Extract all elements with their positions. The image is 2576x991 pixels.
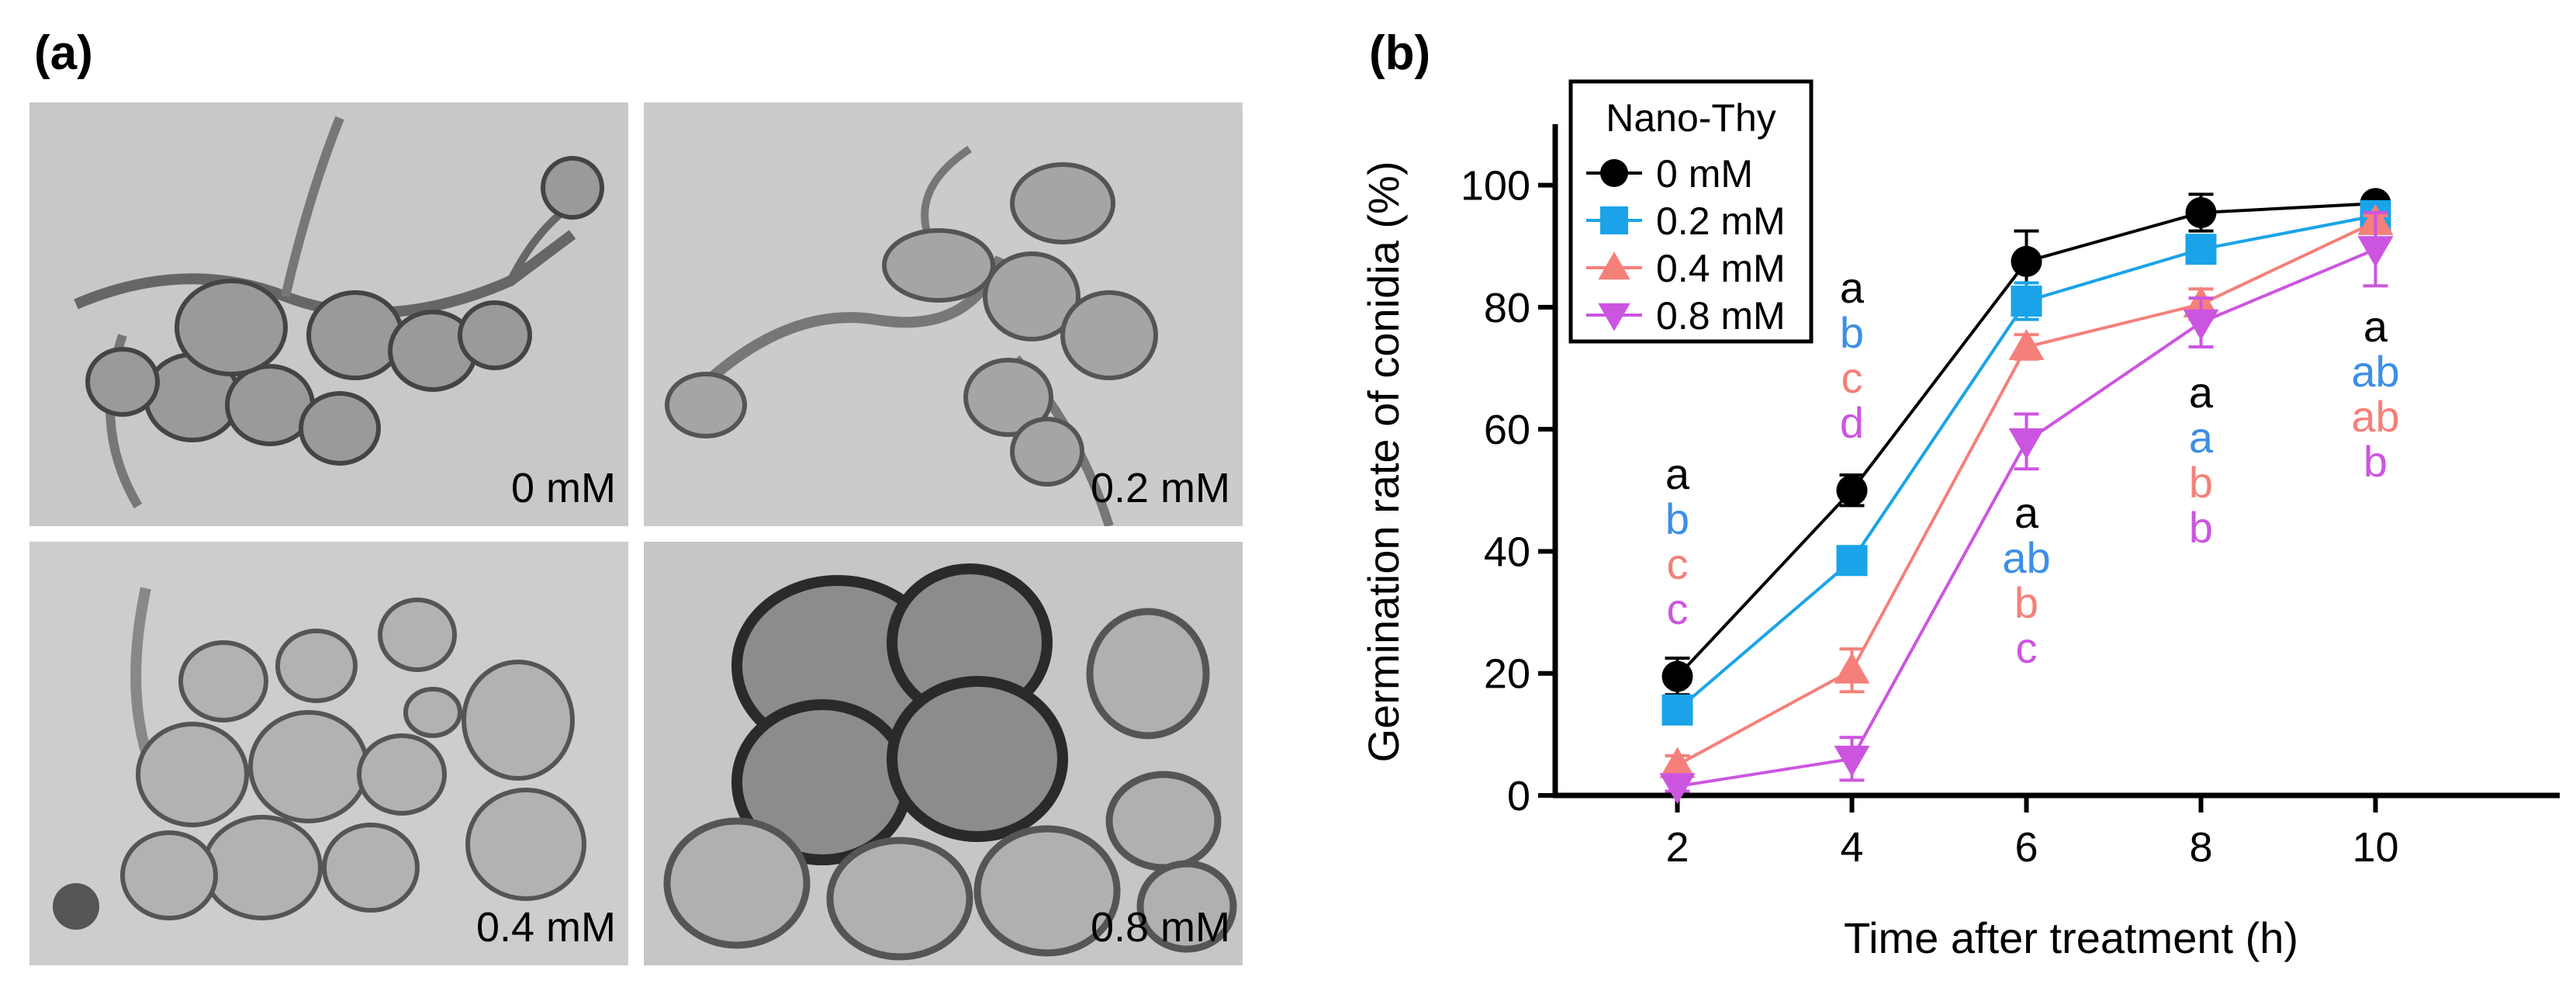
data-point: [1836, 474, 1868, 506]
micrograph-0mm-label: 0 mM: [511, 465, 616, 511]
x-tick-label: 2: [1665, 824, 1689, 871]
micrograph-08mm-art: [644, 542, 1243, 965]
significance-letter: a: [2363, 302, 2388, 351]
data-point: [1661, 694, 1693, 726]
micrograph-0mm: 0 mM: [29, 102, 628, 526]
micrograph-04mm-label: 0.4 mM: [475, 904, 616, 951]
significance-letter: ab: [2351, 347, 2399, 396]
series-08mm: [1659, 211, 2394, 805]
legend-label: 0.4 mM: [1656, 247, 1786, 290]
data-point: [2011, 245, 2042, 277]
significance-letter: d: [1840, 398, 1864, 447]
significance-letter: b: [1840, 308, 1864, 357]
data-point: [2185, 234, 2217, 265]
legend-label: 0.8 mM: [1656, 294, 1786, 338]
x-axis-label: Time after treatment (h): [1844, 913, 2298, 962]
significance-letter: b: [2363, 437, 2388, 486]
micrograph-04mm: 0.4 mM: [29, 542, 628, 965]
data-point: [2008, 329, 2045, 361]
significance-letter: c: [2016, 623, 2038, 672]
significance-letter: a: [1840, 263, 1865, 312]
micrograph-08mm-label: 0.8 mM: [1090, 904, 1230, 951]
panel-b-label: (b): [1369, 26, 1431, 80]
significance-letter: b: [2189, 503, 2213, 552]
legend-label: 0.2 mM: [1656, 199, 1786, 243]
significance-letter: c: [1667, 539, 1689, 588]
chart-series: [1659, 188, 2394, 805]
significance-letter: b: [2189, 458, 2213, 507]
significance-letter: a: [2014, 488, 2039, 537]
significance-letter: a: [1665, 449, 1690, 498]
chart-axes: 0 20 40 60 80 100 2 4 6 8 10: [1461, 124, 2560, 871]
y-tick-label: 20: [1484, 651, 1530, 698]
y-tick-label: 0: [1507, 773, 1530, 819]
x-tick-label: 8: [2189, 824, 2212, 871]
data-point: [2011, 286, 2042, 317]
significance-letter: c: [1667, 584, 1689, 633]
data-point: [1659, 747, 1696, 778]
micrograph-02mm: 0.2 mM: [644, 102, 1243, 526]
micrograph-02mm-label: 0.2 mM: [1090, 465, 1230, 511]
data-point: [1836, 545, 1868, 577]
y-tick-label: 60: [1484, 407, 1530, 453]
x-tick-label: 10: [2352, 824, 2398, 871]
micrograph-04mm-art: [29, 542, 628, 965]
legend-marker: [1600, 159, 1628, 187]
significance-letter: b: [2014, 578, 2038, 627]
data-point: [1661, 660, 1693, 692]
micrograph-0mm-art: [29, 102, 628, 526]
significance-letter: ab: [2351, 392, 2399, 441]
x-tick-label: 4: [1840, 824, 1863, 871]
data-point: [2008, 428, 2045, 459]
data-point: [2357, 236, 2394, 268]
data-point: [1834, 652, 1870, 684]
legend-label: 0 mM: [1656, 152, 1753, 196]
y-tick-label: 40: [1484, 528, 1530, 575]
data-point: [1659, 773, 1696, 805]
data-point: [2183, 309, 2219, 341]
significance-letter: a: [2189, 368, 2214, 417]
micrograph-08mm: 0.8 mM: [644, 542, 1243, 965]
x-tick-label: 6: [2014, 824, 2038, 871]
y-tick-label: 100: [1461, 163, 1530, 210]
y-axis-label: Germination rate of conidia (%): [1359, 161, 1408, 762]
legend-marker: [1598, 303, 1630, 331]
legend-marker: [1600, 206, 1628, 234]
data-point: [1834, 745, 1870, 777]
significance-letter: a: [2189, 413, 2214, 462]
significance-letter: b: [1665, 494, 1689, 543]
legend-marker: [1598, 251, 1630, 280]
significance-letter: ab: [2002, 533, 2050, 582]
panel-a-label: (a): [34, 26, 93, 80]
y-tick-label: 80: [1484, 285, 1530, 331]
series-02mm: [1661, 199, 2391, 726]
chart-legend: Nano-Thy 0 mM0.2 mM0.4 mM0.8 mM: [1568, 79, 1814, 344]
data-point: [2185, 197, 2217, 229]
significance-letter: c: [1841, 353, 1863, 402]
micrograph-02mm-art: [644, 102, 1243, 526]
legend-title: Nano-Thy: [1606, 96, 1776, 140]
